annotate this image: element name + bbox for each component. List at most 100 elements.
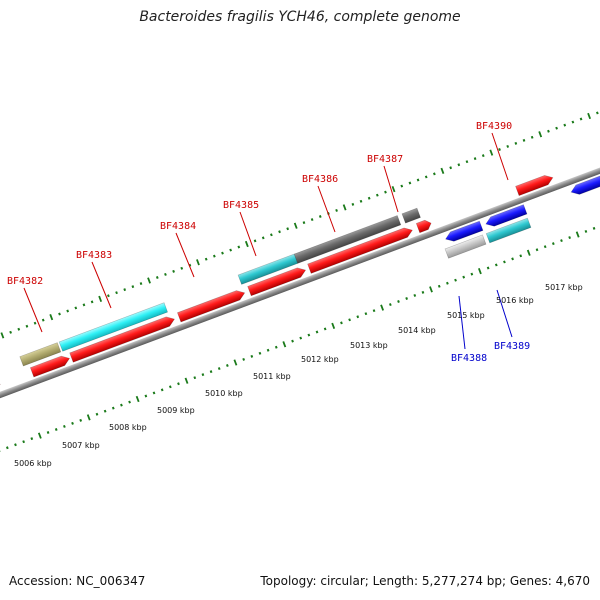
leader-line: [91, 261, 112, 309]
major-tick: [429, 286, 433, 293]
minor-tick: [120, 403, 123, 407]
minor-tick: [274, 345, 278, 349]
minor-tick: [139, 282, 143, 286]
minor-tick: [388, 303, 392, 307]
minor-tick: [335, 208, 338, 212]
minor-tick: [242, 357, 246, 361]
scale-label: 5015 kbp: [447, 311, 485, 320]
gene-bf4385: [247, 267, 307, 297]
gene-bf4384: [177, 290, 246, 323]
gene-label-bf4385: BF4385: [223, 200, 259, 211]
minor-tick: [82, 303, 86, 307]
minor-tick: [307, 333, 311, 337]
minor-tick: [107, 294, 110, 298]
major-tick: [538, 131, 543, 138]
hit-gray-small: [401, 207, 421, 224]
minor-tick: [437, 284, 441, 288]
minor-tick: [519, 254, 523, 258]
minor-tick: [473, 157, 477, 161]
minor-tick: [555, 126, 558, 130]
minor-tick: [221, 251, 224, 255]
minor-tick: [229, 248, 232, 252]
minor-tick: [160, 388, 164, 392]
minor-tick: [253, 239, 257, 243]
minor-tick: [95, 412, 99, 416]
major-tick: [342, 204, 347, 211]
major-tick: [575, 231, 580, 238]
minor-tick: [568, 236, 571, 240]
minor-tick: [46, 431, 50, 435]
minor-tick: [372, 309, 376, 313]
minor-tick: [384, 190, 387, 194]
minor-tick: [172, 269, 175, 273]
leader-line: [491, 132, 509, 181]
minor-tick: [511, 257, 514, 261]
minor-tick: [258, 351, 262, 355]
major-tick: [380, 304, 385, 311]
major-tick: [391, 186, 396, 193]
scale-label: 5014 kbp: [398, 326, 436, 335]
gene-label-bf4389: BF4389: [494, 341, 530, 352]
leader-line: [383, 165, 399, 213]
minor-tick: [375, 193, 379, 197]
minor-tick: [340, 321, 343, 325]
minor-tick: [14, 443, 17, 447]
gene-bf4383: [69, 316, 175, 363]
minor-tick: [514, 141, 518, 145]
minor-tick: [408, 181, 412, 185]
minor-tick: [454, 278, 457, 282]
minor-tick: [470, 272, 474, 276]
major-tick: [0, 332, 5, 339]
minor-tick: [291, 339, 294, 343]
minor-tick: [5, 446, 9, 450]
minor-tick: [168, 385, 172, 389]
minor-tick: [270, 233, 273, 237]
leader-line: [496, 289, 513, 338]
gene-bf4387: [415, 219, 432, 234]
minor-tick: [413, 293, 417, 297]
minor-tick: [180, 266, 184, 270]
minor-tick: [421, 290, 425, 294]
leader-line: [239, 211, 257, 257]
minor-tick: [79, 418, 83, 422]
minor-tick: [41, 318, 45, 322]
scale-label: 5016 kbp: [496, 296, 534, 305]
minor-tick: [486, 266, 490, 270]
scale-label: 5010 kbp: [205, 389, 243, 398]
genome-strip: [0, 111, 600, 453]
minor-tick: [193, 376, 197, 380]
leader-line: [317, 185, 336, 233]
minor-tick: [494, 263, 498, 267]
scale-label: 5006 kbp: [14, 459, 52, 468]
gene-bf4386: [307, 227, 413, 274]
gene-features: [0, 173, 600, 405]
major-tick: [244, 240, 249, 248]
hit-cyan: [58, 302, 168, 352]
minor-tick: [25, 324, 29, 328]
major-tick: [440, 167, 445, 174]
leader-line: [23, 287, 43, 333]
minor-tick: [310, 218, 314, 222]
minor-tick: [551, 242, 555, 246]
gene-label-bf4383: BF4383: [76, 250, 112, 261]
minor-tick: [522, 138, 526, 142]
minor-tick: [33, 321, 37, 325]
minor-tick: [22, 440, 26, 444]
minor-tick: [58, 312, 61, 316]
gene-bf4382: [29, 355, 71, 378]
gene-label-bf4382: BF4382: [7, 276, 43, 287]
gene-labels: BF4382 BF4383 BF4384 BF4385 BF4386 BF438…: [7, 121, 530, 364]
minor-tick: [226, 364, 229, 367]
minor-tick: [111, 406, 115, 410]
minor-tick: [367, 196, 371, 200]
scale-label: 5009 kbp: [157, 406, 195, 415]
minor-tick: [563, 123, 567, 127]
minor-tick: [286, 227, 290, 231]
gene-bf4390: [515, 175, 554, 196]
minor-tick: [103, 409, 107, 413]
minor-tick: [424, 175, 428, 179]
minor-tick: [302, 221, 306, 225]
major-tick: [587, 112, 592, 120]
minor-tick: [266, 348, 270, 352]
